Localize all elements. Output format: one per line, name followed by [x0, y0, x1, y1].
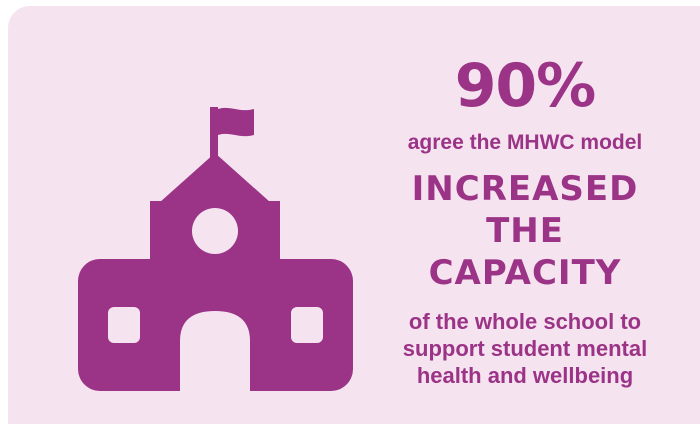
tail-text: of the whole school to support student m…	[360, 308, 690, 389]
headline: INCREASED THE CAPACITY	[360, 168, 690, 294]
stat-text-column: 90% agree the MHWC model INCREASED THE C…	[360, 54, 690, 389]
infographic-card: 90% agree the MHWC model INCREASED THE C…	[8, 6, 700, 424]
headline-line-2: THE	[486, 211, 564, 251]
headline-line-3: CAPACITY	[428, 253, 622, 293]
stat-lead-text: agree the MHWC model	[407, 131, 643, 154]
tail-line-3: health and wellbeing	[416, 363, 634, 388]
school-building-icon	[78, 107, 353, 391]
tail-line-1: of the whole school to	[408, 309, 642, 334]
tail-line-2: support student mental	[402, 336, 648, 361]
stat-percentage: 90%	[454, 51, 597, 121]
headline-line-1: INCREASED	[411, 169, 639, 209]
